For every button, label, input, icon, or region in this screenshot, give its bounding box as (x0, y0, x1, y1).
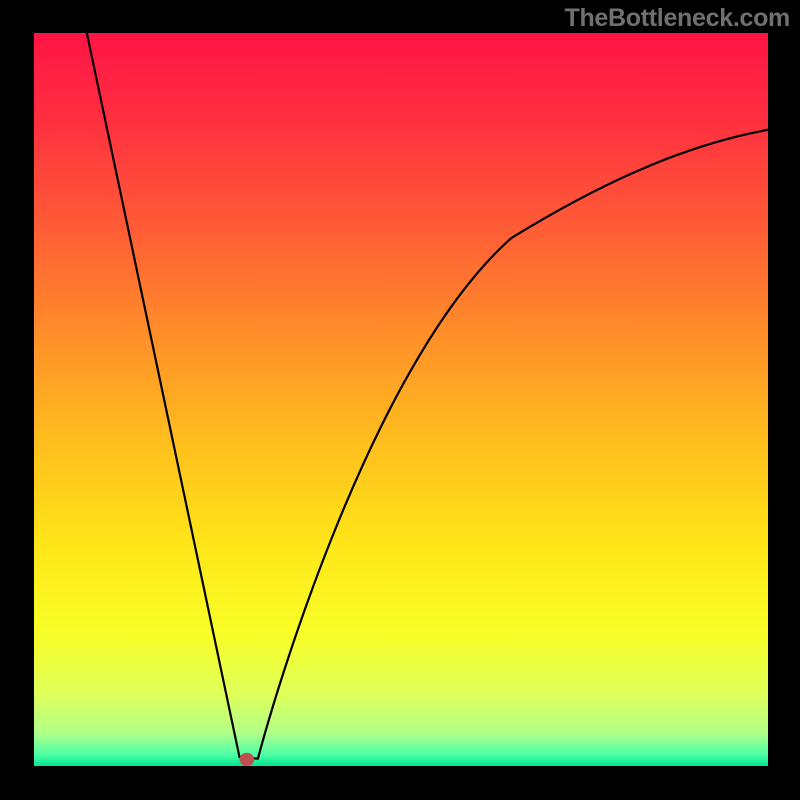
watermark-text: TheBottleneck.com (564, 4, 790, 33)
chart-container: TheBottleneck.com (0, 0, 800, 800)
heat-gradient-background (34, 33, 768, 766)
optimal-point-marker (240, 753, 255, 766)
bottleneck-chart (34, 33, 768, 766)
